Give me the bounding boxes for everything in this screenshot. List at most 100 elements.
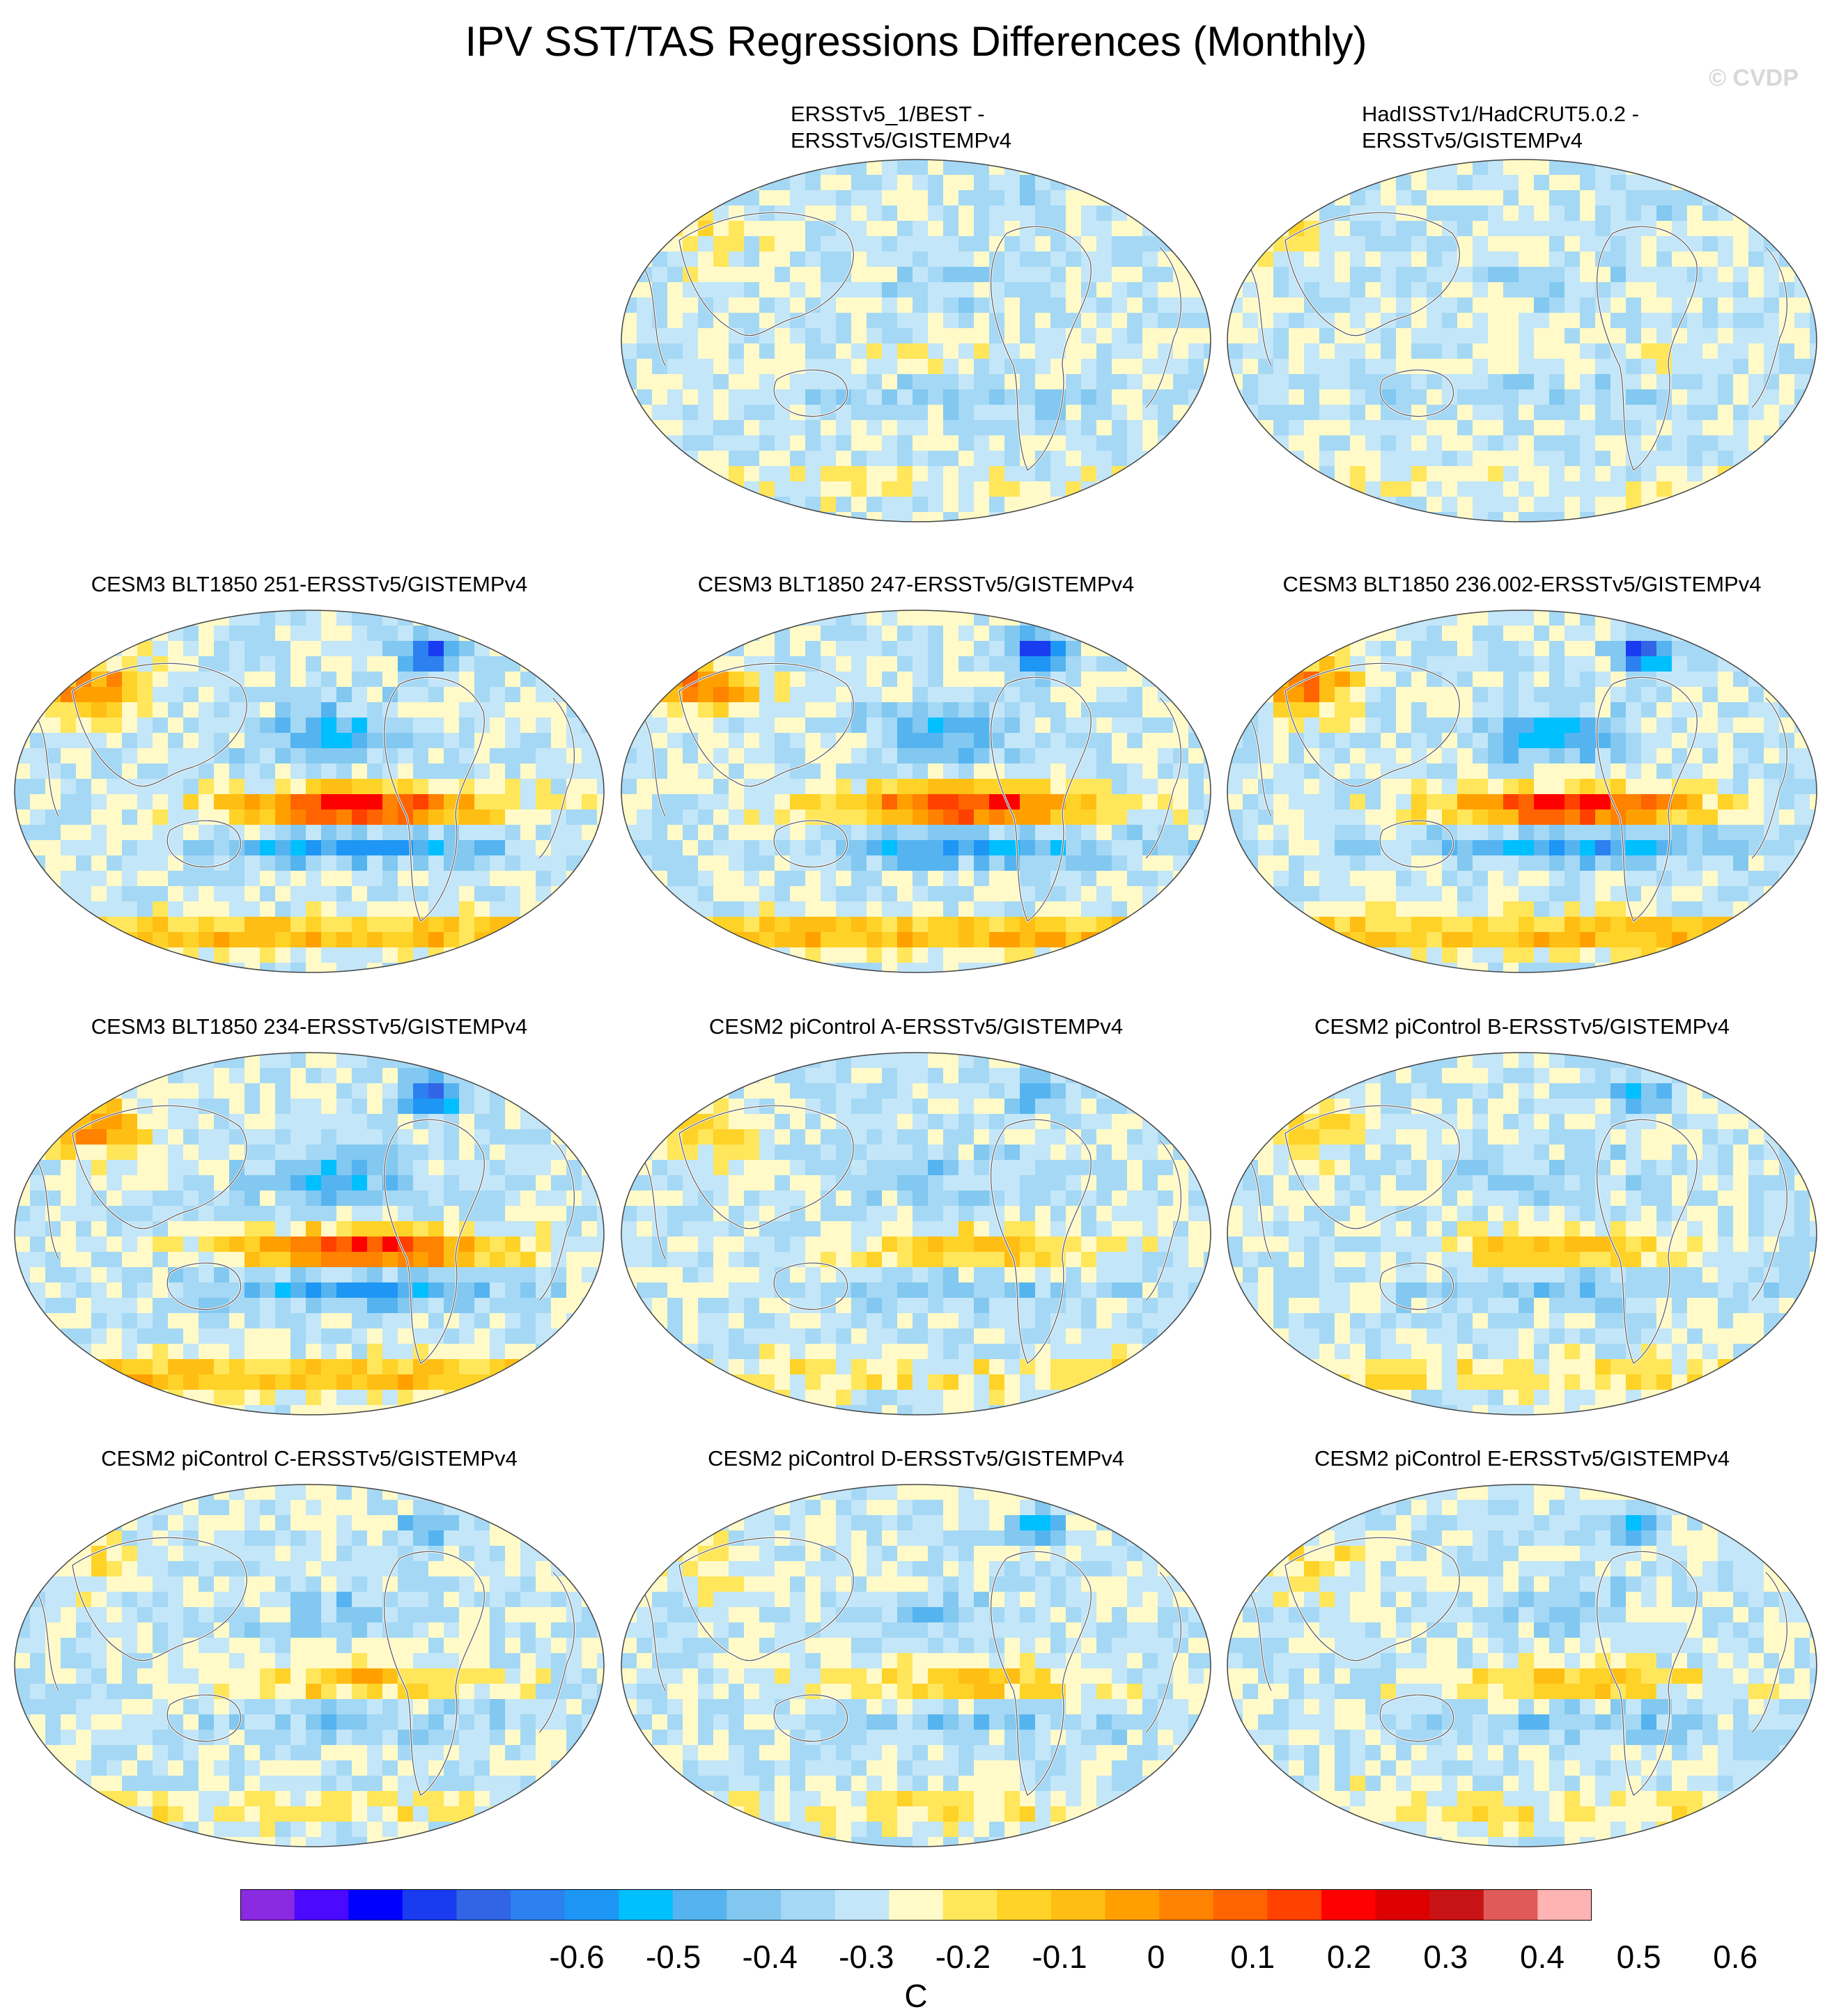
coastline-path: [1145, 697, 1181, 859]
coastline-path: [166, 1262, 242, 1310]
coastline-path: [72, 1105, 247, 1230]
coastlines: [36, 1536, 575, 1797]
map-border: [14, 1484, 605, 1847]
world-map: [621, 610, 1211, 973]
coastline-path: [1597, 1551, 1698, 1796]
colorbar-swatch: [1483, 1889, 1538, 1921]
panel-title: CESM2 piControl E-ERSSTv5/GISTEMPv4: [1314, 1446, 1730, 1471]
coastline-path: [1379, 369, 1454, 417]
colorbar-tick-label: 0.3: [1423, 1939, 1468, 1975]
map-panel: CESM3 BLT1850 236.002-ERSSTv5/GISTEMPv4: [1222, 571, 1822, 975]
colorbar-swatch: [1429, 1889, 1484, 1921]
coastline-path: [1379, 820, 1454, 868]
coastline-path: [991, 1551, 1092, 1796]
colorbar-swatch: [348, 1889, 403, 1921]
coastline-path: [678, 1537, 854, 1661]
colorbar-swatch: [781, 1889, 836, 1921]
coastline-path: [644, 267, 666, 366]
map-panel: CESM2 piControl E-ERSSTv5/GISTEMPv4: [1222, 1445, 1822, 1850]
world-map: [1227, 159, 1817, 522]
regression-field: [621, 1053, 1211, 1415]
panel-title: CESM2 piControl C-ERSSTv5/GISTEMPv4: [101, 1446, 518, 1471]
coastline-path: [1597, 1119, 1698, 1364]
map-border: [621, 1052, 1211, 1416]
coastline-path: [1751, 1572, 1787, 1733]
coastlines: [36, 662, 575, 923]
map-border: [1227, 610, 1817, 973]
colorbar-swatch: [564, 1889, 619, 1921]
coastline-path: [678, 1105, 854, 1230]
colorbar-swatch: [942, 1889, 997, 1921]
panel-title: CESM3 BLT1850 251-ERSSTv5/GISTEMPv4: [91, 572, 528, 596]
colorbar-swatch: [1267, 1889, 1322, 1921]
coastline-path: [991, 226, 1092, 471]
coastline-path: [1284, 212, 1460, 336]
coastline-path: [72, 1537, 247, 1661]
colorbar-swatch: [672, 1889, 727, 1921]
map-panel: CESM2 piControl B-ERSSTv5/GISTEMPv4: [1222, 1014, 1822, 1418]
coastline-path: [538, 697, 575, 859]
map-panel: ERSSTv5_1/BEST - ERSSTv5/GISTEMPv4: [616, 101, 1216, 522]
coastline-path: [773, 820, 848, 868]
colorbar-tick-label: 0.2: [1326, 1939, 1372, 1975]
coastline-path: [678, 212, 854, 336]
map-panel: CESM3 BLT1850 251-ERSSTv5/GISTEMPv4: [10, 571, 609, 975]
colorbar-tick-label: 0.4: [1520, 1939, 1565, 1975]
map-panel: CESM3 BLT1850 234-ERSSTv5/GISTEMPv4: [10, 1014, 609, 1418]
coastline-path: [384, 1119, 485, 1364]
coastline-path: [644, 718, 666, 817]
colorbar-swatch: [1375, 1889, 1430, 1921]
colorbar-swatch: [402, 1889, 457, 1921]
coastline-path: [644, 1592, 666, 1691]
colorbar-tick-label: -0.2: [935, 1939, 991, 1975]
coastline-path: [538, 1140, 575, 1301]
panel-title: CESM2 piControl D-ERSSTv5/GISTEMPv4: [708, 1446, 1124, 1471]
coastline-path: [1250, 1592, 1272, 1691]
coastline-path: [166, 820, 242, 868]
map-panel: HadISSTv1/HadCRUT5.0.2 - ERSSTv5/GISTEMPv…: [1222, 101, 1822, 522]
colorbar-swatch: [511, 1889, 566, 1921]
colorbar-swatch: [835, 1889, 890, 1921]
colorbar-swatch: [240, 1889, 295, 1921]
coastline-path: [72, 662, 247, 787]
coastline-path: [991, 1119, 1092, 1364]
coastline-path: [1145, 247, 1181, 408]
coastlines: [643, 211, 1182, 472]
map-border: [1227, 1484, 1817, 1847]
colorbar-swatch: [619, 1889, 674, 1921]
world-map: [14, 610, 605, 973]
coastline-path: [644, 1161, 666, 1259]
colorbar-swatch: [1051, 1889, 1106, 1921]
colorbar-tick-label: 0.5: [1616, 1939, 1661, 1975]
world-map: [14, 1484, 605, 1847]
world-map: [1227, 610, 1817, 973]
coastline-path: [538, 1572, 575, 1733]
panel-title: CESM3 BLT1850 236.002-ERSSTv5/GISTEMPv4: [1282, 572, 1762, 596]
world-map: [621, 159, 1211, 522]
coastline-path: [1751, 697, 1787, 859]
world-map: [621, 1052, 1211, 1416]
regression-field: [15, 1053, 604, 1415]
colorbar-tick-label: -0.3: [839, 1939, 894, 1975]
coastline-path: [1284, 662, 1460, 787]
colorbar-tick-label: -0.6: [549, 1939, 605, 1975]
coastline-path: [1597, 676, 1698, 922]
map-panel: CESM3 BLT1850 247-ERSSTv5/GISTEMPv4: [616, 571, 1216, 975]
coastline-path: [1250, 1161, 1272, 1259]
colorbar-swatch: [1537, 1889, 1592, 1921]
coastlines: [1249, 211, 1788, 472]
coastline-path: [773, 369, 848, 417]
coastlines: [1249, 1104, 1788, 1365]
colorbar-swatch: [1105, 1889, 1160, 1921]
cvdp-watermark: © CVDP: [1709, 65, 1799, 91]
coastline-path: [1379, 1694, 1454, 1742]
map-border: [14, 610, 605, 973]
colorbar-swatch: [997, 1889, 1052, 1921]
coastline-path: [1145, 1572, 1181, 1733]
colorbar: [240, 1889, 1592, 1921]
colorbar-tick-label: -0.5: [645, 1939, 701, 1975]
colorbar-swatch: [1321, 1889, 1376, 1921]
coastline-path: [37, 1592, 59, 1691]
colorbar-units: C: [904, 1978, 928, 2014]
map-border: [621, 610, 1211, 973]
